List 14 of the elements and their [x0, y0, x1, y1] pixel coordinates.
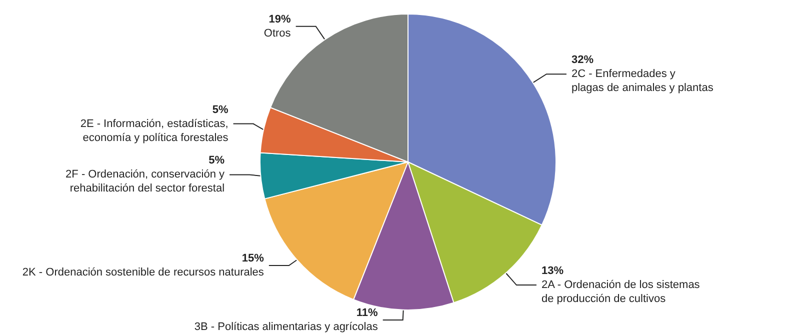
- slice-label: 3B - Políticas alimentarias y agrícolas: [194, 321, 378, 333]
- data-label: 5%: [212, 104, 228, 116]
- slice-label: 2C - Enfermedades y plagas de animales y plantas: [571, 68, 714, 94]
- slice-label: 2E - Información, estadísticas, economía y política forestales: [80, 118, 229, 144]
- data-label: 5%: [208, 154, 225, 167]
- data-label: 13%: [541, 265, 564, 278]
- slice-label: 2K - Ordenación sostenible de recursos naturales: [22, 266, 264, 279]
- data-label: 32%: [571, 54, 594, 66]
- slice-label: 2A - Ordenación de los sistemas de producción de cultivos: [541, 279, 700, 306]
- data-label: 15%: [242, 252, 264, 265]
- slice-label: 2F - Ordenación, conservación y rehabilitación del sector forestal: [66, 168, 226, 195]
- data-label: 19%: [268, 13, 292, 26]
- data-label: 11%: [356, 307, 378, 319]
- slice-label: Otros: [264, 27, 292, 40]
